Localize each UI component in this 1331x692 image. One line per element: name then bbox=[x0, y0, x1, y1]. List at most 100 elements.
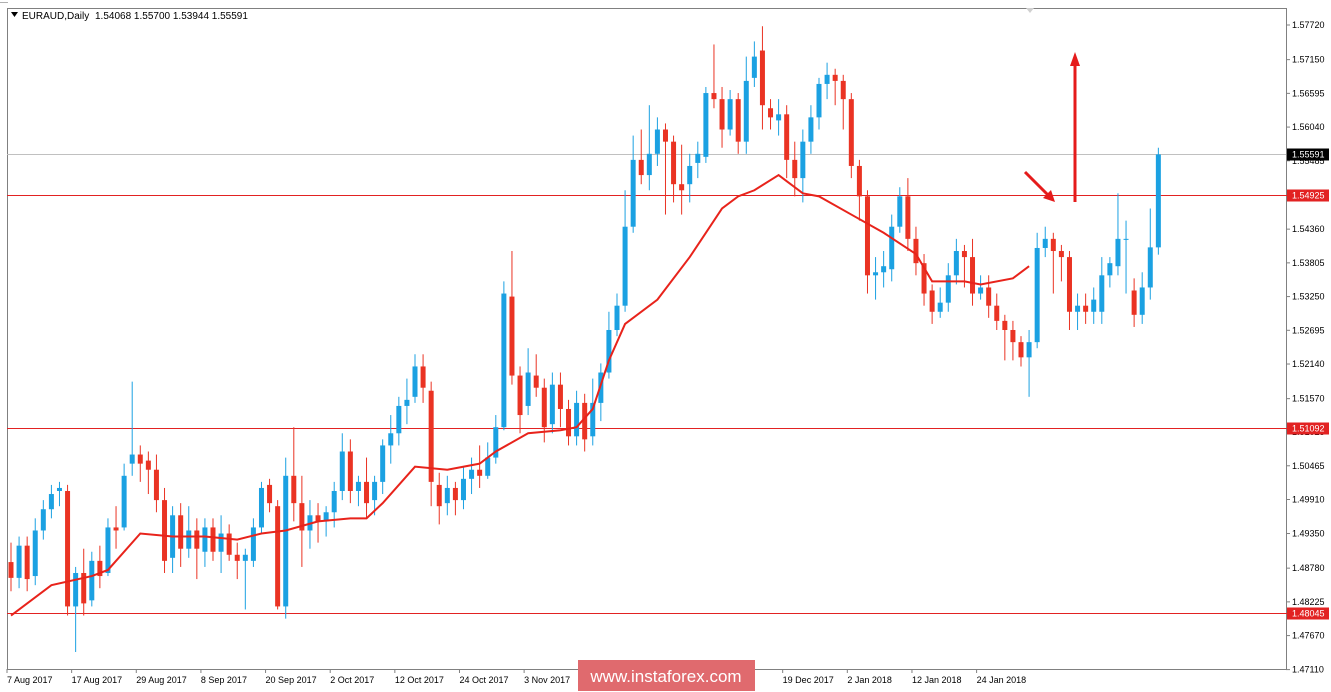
bull-candle bbox=[622, 226, 628, 306]
bull-candle bbox=[501, 293, 507, 428]
bull-candle bbox=[331, 490, 337, 513]
bull-candle bbox=[630, 159, 636, 227]
bear-candle bbox=[1058, 251, 1064, 258]
candles bbox=[8, 26, 1161, 652]
bear-candle bbox=[994, 305, 1000, 321]
bull-candle bbox=[283, 475, 289, 607]
price-tick-label: 1.52695 bbox=[1292, 325, 1325, 335]
current-price-text: 1.55591 bbox=[1292, 150, 1325, 160]
bear-candle bbox=[582, 402, 588, 440]
bull-candle bbox=[945, 275, 951, 303]
bull-candle bbox=[242, 554, 248, 561]
bear-candle bbox=[452, 487, 458, 501]
arrow-up-head-icon bbox=[1070, 52, 1080, 66]
level-label-text: 1.48045 bbox=[1292, 609, 1325, 619]
bear-candle bbox=[81, 573, 87, 604]
bull-candle bbox=[606, 329, 612, 373]
bear-candle bbox=[162, 500, 168, 561]
level-label-box bbox=[1287, 607, 1329, 620]
bull-candle bbox=[937, 302, 943, 312]
price-tick-label: 1.56595 bbox=[1292, 88, 1325, 98]
bull-candle bbox=[1107, 263, 1113, 276]
date-tick-label: 7 Aug 2017 bbox=[7, 675, 53, 685]
bear-candle bbox=[671, 141, 677, 185]
bear-candle bbox=[1083, 305, 1089, 312]
bear-candle bbox=[291, 475, 297, 504]
watermark: www.instaforex.com bbox=[578, 660, 755, 691]
bear-candle bbox=[153, 469, 159, 501]
date-tick-label: 29 Aug 2017 bbox=[136, 675, 187, 685]
bear-candle bbox=[1018, 342, 1024, 358]
ohlc-values: 1.54068 1.55700 1.53944 1.55591 bbox=[95, 11, 248, 22]
bear-candle bbox=[226, 533, 232, 555]
bull-candle bbox=[380, 445, 386, 482]
watermark-background bbox=[578, 660, 755, 691]
scroll-marker-icon bbox=[1026, 8, 1034, 13]
bull-candle bbox=[776, 114, 782, 121]
bull-candle bbox=[590, 402, 596, 437]
price-tick-label: 1.48225 bbox=[1292, 597, 1325, 607]
bear-candle bbox=[840, 80, 846, 100]
bull-candle bbox=[1075, 305, 1081, 312]
chart-header: EURAUD,Daily 1.54068 1.55700 1.53944 1.5… bbox=[11, 11, 248, 22]
date-tick-label: 8 Sep 2017 bbox=[201, 675, 247, 685]
bull-candle bbox=[372, 481, 378, 501]
bear-candle bbox=[234, 554, 240, 561]
price-tick-label: 1.53805 bbox=[1292, 258, 1325, 268]
price-tick-label: 1.49910 bbox=[1292, 494, 1325, 504]
bear-candle bbox=[65, 490, 71, 607]
bull-candle bbox=[32, 530, 38, 577]
bull-candle bbox=[703, 93, 709, 157]
bear-candle bbox=[913, 238, 919, 264]
bear-candle bbox=[1010, 329, 1016, 343]
bull-candle bbox=[404, 399, 410, 406]
price-tick-label: 1.47110 bbox=[1292, 665, 1324, 675]
bear-candle bbox=[1131, 290, 1137, 315]
bear-candle bbox=[275, 506, 281, 607]
bull-candle bbox=[574, 402, 580, 437]
level-label-text: 1.51092 bbox=[1292, 424, 1325, 434]
bear-candle bbox=[315, 515, 321, 522]
bear-candle bbox=[477, 469, 483, 476]
bear-candle bbox=[1066, 257, 1072, 312]
moving-average-line bbox=[10, 173, 1030, 617]
bull-candle bbox=[816, 83, 822, 118]
bear-candle bbox=[178, 515, 184, 549]
bear-candle bbox=[921, 263, 927, 294]
price-tick-label: 1.55485 bbox=[1292, 156, 1325, 166]
bull-candle bbox=[1115, 238, 1121, 267]
bull-candle bbox=[355, 481, 361, 491]
bull-candle bbox=[186, 530, 192, 549]
bear-candle bbox=[905, 196, 911, 239]
price-tick-label: 1.48780 bbox=[1292, 563, 1325, 573]
bear-candle bbox=[864, 196, 870, 276]
date-tick-label: 2 Jan 2018 bbox=[847, 675, 892, 685]
bull-candle bbox=[258, 487, 264, 528]
date-tick-label: 17 Aug 2017 bbox=[72, 675, 123, 685]
bear-candle bbox=[784, 114, 790, 160]
bear-candle bbox=[541, 387, 547, 428]
bull-candle bbox=[129, 454, 135, 464]
bull-candle bbox=[485, 457, 491, 476]
bear-candle bbox=[428, 390, 434, 482]
bull-candle bbox=[525, 372, 531, 406]
bull-candle bbox=[121, 475, 127, 528]
watermark-text: www.instaforex.com bbox=[589, 667, 741, 686]
date-tick-label: 12 Oct 2017 bbox=[395, 675, 444, 685]
bull-candle bbox=[695, 153, 701, 163]
bull-candle bbox=[808, 117, 814, 142]
triangle-down-icon[interactable] bbox=[11, 12, 18, 17]
bull-candle bbox=[444, 487, 450, 504]
bull-candle bbox=[549, 384, 555, 425]
bear-candle bbox=[347, 451, 353, 491]
price-axis: 1.57720 1.57150 1.56595 1.56040 1.55485 1.549… bbox=[1286, 20, 1325, 675]
bull-candle bbox=[388, 433, 394, 446]
bull-candle bbox=[16, 545, 22, 578]
bear-candle bbox=[8, 562, 14, 578]
bear-candle bbox=[194, 530, 200, 549]
bear-candle bbox=[792, 159, 798, 179]
bull-candle bbox=[73, 573, 79, 607]
bull-candle bbox=[460, 478, 466, 501]
bull-candle bbox=[873, 272, 879, 276]
